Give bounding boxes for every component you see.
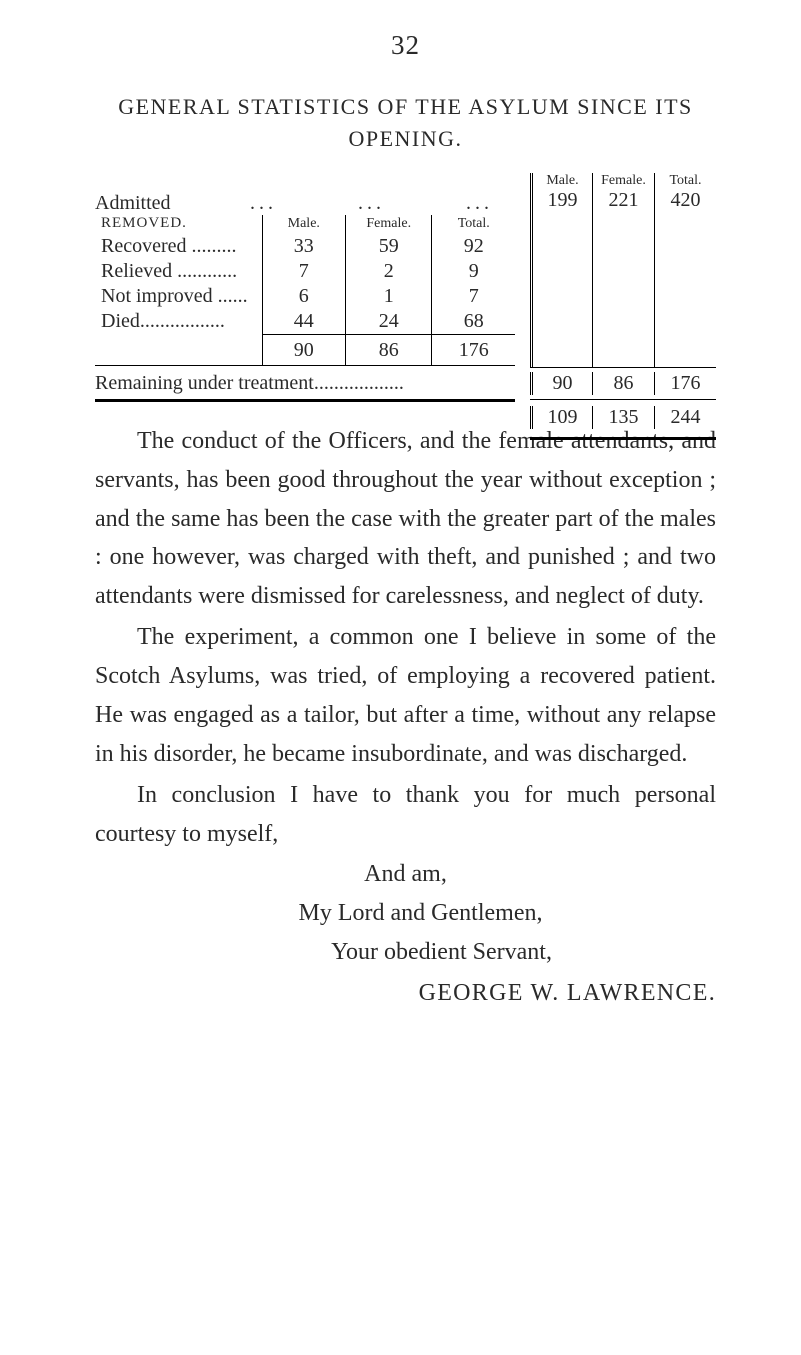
page-number: 32 (95, 30, 716, 61)
summary-admitted-female: 221 (592, 189, 654, 212)
removed-heading: REMOVED. (101, 215, 187, 231)
row-male: 33 (262, 234, 346, 259)
leader-dots: ................. (140, 310, 225, 333)
removed-total-total: 176 (432, 334, 515, 366)
removed-totals-row: 90 86 176 (95, 334, 515, 366)
removed-table: REMOVED. Male. Female. Total. Recovered … (95, 215, 515, 366)
signature: GEORGE W. LAWRENCE. (95, 974, 716, 1013)
remaining-label: Remaining under treatment (95, 372, 314, 395)
leader-dots: ......... (192, 235, 237, 258)
table-row: Not improved ...... 6 1 7 (95, 284, 515, 309)
row-total: 7 (432, 284, 515, 309)
removed-header-male: Male. (262, 215, 346, 234)
removed-header-female: Female. (346, 215, 432, 234)
row-female: 59 (346, 234, 432, 259)
leader-dots: ...... (218, 285, 248, 308)
row-total: 92 (432, 234, 515, 259)
summary-remaining-male: 109 (530, 406, 592, 429)
removed-header-row: REMOVED. Male. Female. Total. (95, 215, 515, 234)
row-total: 9 (432, 259, 515, 284)
removed-header-total: Total. (432, 215, 515, 234)
body-text: The conduct of the Officers, and the fem… (95, 422, 716, 854)
summary-header-female: Female. (592, 173, 654, 189)
summary-header-total: Total. (654, 173, 716, 189)
removed-total-male: 90 (262, 334, 346, 366)
summary-admitted-male: 199 (530, 189, 592, 212)
paragraph: The conduct of the Officers, and the fem… (95, 422, 716, 616)
summary-remaining-total: 244 (654, 406, 716, 429)
row-female: 1 (346, 284, 432, 309)
table-row: Recovered ......... 33 59 92 (95, 234, 515, 259)
summary-gap (530, 212, 716, 367)
remaining-row: Remaining under treatment ..............… (95, 365, 515, 395)
summary-removed-totals-row: 90 86 176 (530, 368, 716, 399)
removed-total-female: 86 (346, 334, 432, 366)
admitted-label: Admitted (95, 192, 250, 215)
closing-block: And am, My Lord and Gentlemen, Your obed… (95, 855, 716, 1013)
table-row: Died................. 44 24 68 (95, 309, 515, 335)
row-female: 24 (346, 309, 432, 335)
summary-strip: Male. Female. Total. 199 221 420 90 86 1… (530, 173, 716, 440)
row-male: 6 (262, 284, 346, 309)
summary-removed-total: 176 (654, 372, 716, 395)
closing-line: Your obedient Servant, (95, 933, 716, 972)
summary-remaining-female: 135 (592, 406, 654, 429)
summary-header-row: Male. Female. Total. (530, 173, 716, 189)
row-label: Died (101, 310, 140, 332)
paragraph: In conclusion I have to thank you for mu… (95, 776, 716, 854)
closing-line: And am, (95, 855, 716, 894)
summary-remaining-row: 109 135 244 (530, 400, 716, 433)
row-female: 2 (346, 259, 432, 284)
closing-line: My Lord and Gentlemen, (95, 894, 716, 933)
row-label: Not improved (101, 285, 213, 307)
paragraph: The experiment, a common one I believe i… (95, 618, 716, 774)
summary-admitted-total: 420 (654, 189, 716, 212)
statistics-block: Male. Female. Total. 199 221 420 90 86 1… (95, 173, 716, 402)
summary-admitted-row: 199 221 420 (530, 189, 716, 212)
row-male: 7 (262, 259, 346, 284)
row-male: 44 (262, 309, 346, 335)
document-title: GENERAL STATISTICS OF THE ASYLUM SINCE I… (95, 91, 716, 155)
row-label: Recovered (101, 235, 187, 257)
document-page: 32 GENERAL STATISTICS OF THE ASYLUM SINC… (0, 0, 801, 1355)
leader-dots: ............ (177, 260, 237, 283)
summary-removed-male: 90 (530, 372, 592, 395)
summary-header-male: Male. (530, 173, 592, 189)
leader-dots: .................. (314, 372, 515, 395)
leader-dots: ... ... ... ... (250, 192, 530, 215)
row-label: Relieved (101, 260, 172, 282)
table-row: Relieved ............ 7 2 9 (95, 259, 515, 284)
summary-removed-female: 86 (592, 372, 654, 395)
row-total: 68 (432, 309, 515, 335)
